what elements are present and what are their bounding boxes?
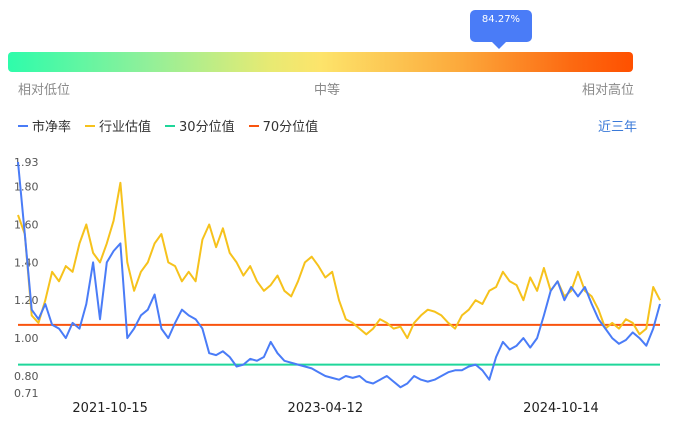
valuation-gauge-bar [8, 52, 633, 72]
legend-label-industry: 行业估值 [99, 120, 152, 135]
period-selector[interactable]: 近三年 [598, 120, 638, 135]
legend-item-p30[interactable]: 30分位值 [165, 116, 235, 135]
x-tick-label: 2023-04-12 [288, 401, 364, 416]
gauge-mid-label: 中等 [314, 83, 341, 98]
legend-swatch-pb [18, 124, 28, 127]
gauge-high-label: 相对高位 [582, 83, 635, 98]
y-tick-label: 1.20 [14, 294, 39, 307]
legend-swatch-p30 [165, 124, 176, 127]
y-tick-label: 1.93 [14, 156, 39, 169]
legend-swatch-industry [85, 124, 96, 127]
legend-item-p70[interactable]: 70分位值 [248, 116, 319, 135]
x-tick-label: 2021-10-15 [72, 401, 148, 416]
percentile-tooltip-text: 84.27% [481, 14, 521, 25]
y-tick-label: 0.80 [14, 370, 39, 383]
y-tick-label: 1.80 [14, 181, 39, 194]
legend-item-industry[interactable]: 行业估值 [85, 116, 151, 135]
x-axis-ticks: 2021-10-15 2023-04-12 2024-10-14 [72, 401, 598, 416]
chart-legend: 市净率 行业估值 30分位值 70分位值 [18, 116, 318, 135]
y-tick-label: 1.60 [14, 218, 39, 231]
legend-label-p70: 70分位值 [262, 120, 319, 135]
legend-swatch-p70 [248, 124, 259, 127]
legend-label-pb: 市净率 [32, 120, 72, 135]
y-axis-ticks: 1.931.801.601.401.201.000.800.71 [14, 156, 39, 400]
legend-item-pb[interactable]: 市净率 [18, 116, 71, 135]
industry-valuation-line [17, 181, 661, 340]
x-tick-label: 2024-10-14 [523, 401, 599, 416]
pb-line [17, 161, 661, 389]
percentile-tooltip-arrow [492, 42, 506, 49]
percentile-tooltip: 84.27% [470, 10, 532, 42]
y-tick-label: 0.71 [14, 387, 39, 400]
y-tick-label: 1.00 [14, 332, 39, 345]
gauge-low-label: 相对低位 [18, 83, 71, 98]
legend-label-p30: 30分位值 [179, 120, 235, 135]
